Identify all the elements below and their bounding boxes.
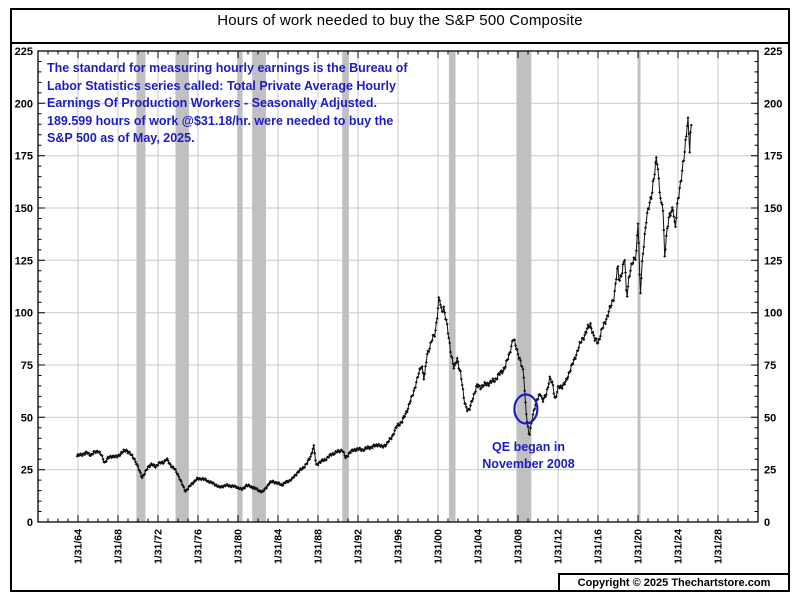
- data-series-line: [76, 117, 692, 493]
- x-axis-labels: 1/31/64 1/31/68 1/31/72 1/31/76 1/31/80 1/31/…: [73, 529, 725, 564]
- data-series-markers: [75, 116, 693, 494]
- y-tick-label-right: 200: [764, 98, 782, 110]
- text-line: Labor Statistics series called: Total Pr…: [47, 78, 396, 93]
- copyright-box: Copyright © 2025 Thechartstore.com: [558, 573, 790, 592]
- qe-circle: [513, 393, 539, 425]
- x-tick-label: 1/31/68: [113, 529, 125, 564]
- y-tick-label-left: 225: [15, 46, 33, 58]
- y-tick-label-right: 150: [764, 203, 782, 215]
- recession-band: [638, 51, 641, 522]
- x-tick-label: 1/31/16: [593, 529, 605, 564]
- x-tick-label: 1/31/80: [233, 529, 245, 564]
- bls-note-text: The standard for measuring hourly earnin…: [47, 60, 467, 148]
- y-tick-label-left: 50: [21, 412, 33, 424]
- chart-title: Hours of work needed to buy the S&P 500 …: [217, 12, 583, 29]
- x-tick-label: 1/31/84: [273, 529, 285, 564]
- recession-band: [342, 51, 349, 522]
- axis-ticks: [38, 51, 758, 522]
- y-tick-label-right: 25: [764, 465, 776, 477]
- y-tick-label-left: 125: [15, 255, 33, 267]
- y-tick-label-right: 100: [764, 308, 782, 320]
- recession-bands: [136, 51, 641, 522]
- qe-annotation-text: QE began in November 2008: [441, 439, 616, 472]
- x-tick-label: 1/31/76: [193, 529, 205, 564]
- recession-band: [516, 51, 532, 522]
- x-tick-label: 1/31/96: [393, 529, 405, 564]
- recession-band: [136, 51, 146, 522]
- y-tick-label-left: 100: [15, 308, 33, 320]
- x-tick-label: 1/31/92: [353, 529, 365, 564]
- page-border: [10, 8, 790, 592]
- y-tick-label-left: 200: [15, 98, 33, 110]
- x-tick-label: 1/31/72: [153, 529, 165, 564]
- y-tick-label-right: 0: [764, 517, 770, 529]
- y-tick-label-right: 75: [764, 360, 776, 372]
- y-tick-label-left: 75: [21, 360, 33, 372]
- y-tick-label-left: 0: [27, 517, 33, 529]
- text-line: November 2008: [482, 456, 575, 471]
- x-tick-label: 1/31/04: [473, 529, 485, 564]
- text-line: S&P 500 as of May, 2025.: [47, 131, 195, 145]
- y-tick-label-left: 25: [21, 465, 33, 477]
- recession-band: [237, 51, 243, 522]
- y-tick-label-right: 50: [764, 412, 776, 424]
- x-tick-label: 1/31/28: [713, 529, 725, 564]
- copyright-text: Copyright © 2025 Thechartstore.com: [577, 576, 771, 589]
- x-tick-label: 1/31/12: [553, 529, 565, 564]
- y-tick-label-right: 125: [764, 255, 782, 267]
- x-tick-label: 1/31/20: [633, 529, 645, 564]
- y-tick-label-right: 175: [764, 151, 782, 163]
- recession-band: [175, 51, 189, 522]
- y-axis-labels: 0 0 25 25 50 50 75 75 100 100 125 125 150 150 175 175 20…: [15, 46, 783, 529]
- x-tick-label: 1/31/24: [673, 529, 685, 564]
- y-tick-label-right: 225: [764, 46, 782, 58]
- x-tick-label: 1/31/88: [313, 529, 325, 564]
- text-line: 189.599 hours of work @$31.18/hr. were n…: [47, 113, 394, 128]
- text-line: The standard for measuring hourly earnin…: [47, 61, 408, 75]
- x-tick-label: 1/31/08: [513, 529, 525, 564]
- x-tick-label: 1/31/00: [433, 529, 445, 564]
- title-divider: [10, 42, 790, 44]
- recession-band: [448, 51, 456, 522]
- x-tick-label: 1/31/64: [73, 529, 85, 564]
- text-line: QE began in: [492, 440, 565, 454]
- recession-band: [252, 51, 266, 522]
- y-tick-label-left: 175: [15, 151, 33, 163]
- text-line: Earnings Of Production Workers - Seasona…: [47, 96, 377, 110]
- y-tick-label-left: 150: [15, 203, 33, 215]
